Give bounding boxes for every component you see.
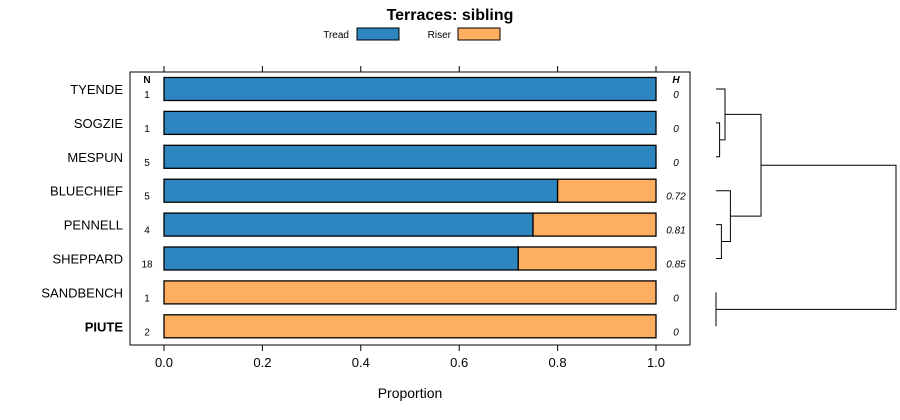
dendrogram-branch [716, 88, 726, 141]
row-sheppard: SHEPPARD 18 0.85 [52, 246, 686, 271]
n-value: 1 [144, 90, 150, 101]
category-label: PIUTE [85, 319, 124, 334]
category-label: SOGZIE [74, 116, 123, 131]
n-value: 5 [144, 192, 150, 203]
h-column-header: H [672, 75, 680, 86]
category-label: SANDBENCH [41, 285, 123, 300]
bar-riser [556, 178, 657, 203]
dendrogram-branch [716, 164, 897, 310]
x-tick-label: 0.8 [549, 355, 567, 370]
legend: Tread Riser [323, 27, 501, 41]
category-label: SHEPPARD [52, 252, 123, 267]
h-value: 0 [673, 124, 679, 135]
dendrogram-branch [716, 122, 721, 158]
category-label: MESPUN [67, 150, 123, 165]
n-value: 18 [141, 260, 153, 271]
bar-tread [163, 144, 657, 169]
category-label: BLUECHIEF [50, 184, 123, 199]
bar-tread [163, 110, 657, 136]
bar-tread [163, 212, 534, 237]
x-tick-label: 1.0 [647, 355, 665, 370]
n-value: 1 [144, 124, 150, 135]
bar-tread [163, 178, 559, 203]
bar-riser [163, 314, 657, 339]
row-tyende: TYENDE 1 0 [70, 76, 679, 102]
chart-title: Terraces: sibling [387, 7, 514, 24]
bar-rows: TYENDE 1 0 SOGZIE 1 0 MESPUN 5 0 BLUECHIEF 5 0.72 PE… [41, 76, 686, 339]
row-piute: PIUTE 2 0 [85, 314, 679, 339]
legend-swatch-riser [457, 27, 501, 41]
x-axis: 0.0 0.2 0.4 0.6 0.8 1.0 [155, 66, 665, 370]
n-value: 1 [144, 293, 150, 304]
row-mespun: MESPUN 5 0 [67, 144, 679, 169]
dendrogram-branch [716, 224, 722, 259]
row-bluechief: BLUECHIEF 5 0.72 [50, 178, 686, 203]
x-tick-label: 0.0 [155, 355, 173, 370]
bar-riser [532, 212, 657, 237]
n-value: 2 [144, 327, 150, 338]
row-sandbench: SANDBENCH 1 0 [41, 280, 679, 305]
plot-frame [129, 71, 691, 346]
category-label: PENNELL [64, 218, 123, 233]
legend-label-riser: Riser [428, 30, 452, 41]
bar-tread [163, 246, 519, 271]
h-value: 0 [673, 327, 679, 338]
row-sogzie: SOGZIE 1 0 [74, 110, 679, 136]
h-value: 0.85 [666, 260, 686, 271]
x-tick-label: 0.4 [352, 355, 370, 370]
n-value: 4 [144, 226, 150, 237]
bar-riser [163, 280, 657, 305]
n-column-header: N [143, 75, 150, 86]
h-value: 0.81 [666, 226, 685, 237]
h-value: 0 [673, 90, 679, 101]
category-label: TYENDE [70, 82, 123, 97]
h-value: 0 [673, 293, 679, 304]
h-value: 0.72 [666, 192, 686, 203]
h-value: 0 [673, 158, 679, 169]
x-tick-label: 0.2 [253, 355, 271, 370]
x-axis-label: Proportion [378, 385, 443, 401]
legend-swatch-tread [356, 27, 400, 41]
x-tick-label: 0.6 [450, 355, 468, 370]
dendrogram [715, 88, 897, 327]
n-value: 5 [144, 158, 150, 169]
dendrogram-branch [716, 190, 731, 243]
bar-riser [517, 246, 657, 271]
legend-label-tread: Tread [323, 30, 349, 41]
row-pennell: PENNELL 4 0.81 [64, 212, 686, 237]
bar-tread [163, 76, 657, 102]
